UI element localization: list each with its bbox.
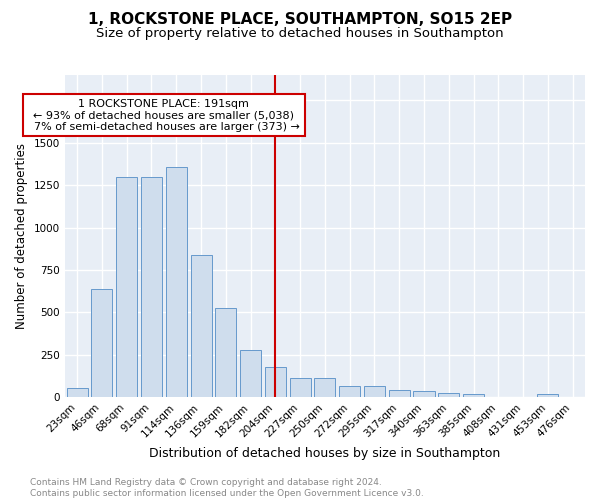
Text: 1, ROCKSTONE PLACE, SOUTHAMPTON, SO15 2EP: 1, ROCKSTONE PLACE, SOUTHAMPTON, SO15 2E… bbox=[88, 12, 512, 28]
Bar bbox=[438, 392, 459, 397]
Bar bbox=[240, 350, 261, 397]
Text: Size of property relative to detached houses in Southampton: Size of property relative to detached ho… bbox=[96, 28, 504, 40]
Text: 1 ROCKSTONE PLACE: 191sqm  
← 93% of detached houses are smaller (5,038)
  7% of: 1 ROCKSTONE PLACE: 191sqm ← 93% of detac… bbox=[28, 98, 301, 132]
Bar bbox=[538, 394, 559, 397]
Bar bbox=[141, 176, 162, 397]
Bar bbox=[314, 378, 335, 397]
Bar bbox=[91, 288, 112, 397]
Bar bbox=[364, 386, 385, 397]
Bar bbox=[290, 378, 311, 397]
Bar bbox=[413, 391, 434, 397]
Bar bbox=[215, 308, 236, 397]
Bar bbox=[463, 394, 484, 397]
Bar bbox=[265, 368, 286, 397]
Bar bbox=[116, 176, 137, 397]
Bar bbox=[191, 254, 212, 397]
Text: Contains HM Land Registry data © Crown copyright and database right 2024.
Contai: Contains HM Land Registry data © Crown c… bbox=[30, 478, 424, 498]
Bar bbox=[389, 390, 410, 397]
Bar bbox=[166, 166, 187, 397]
X-axis label: Distribution of detached houses by size in Southampton: Distribution of detached houses by size … bbox=[149, 447, 500, 460]
Y-axis label: Number of detached properties: Number of detached properties bbox=[15, 143, 28, 329]
Bar bbox=[67, 388, 88, 397]
Bar bbox=[339, 386, 360, 397]
